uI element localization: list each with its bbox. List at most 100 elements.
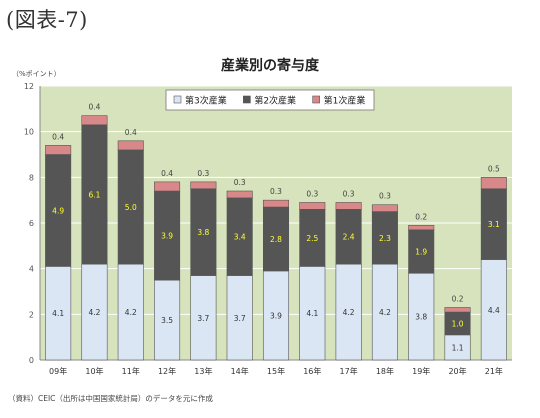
data-label-primary: 0.4 bbox=[125, 128, 137, 137]
bar-primary bbox=[371, 204, 398, 212]
bar-primary bbox=[154, 181, 181, 192]
bar-primary bbox=[226, 190, 253, 199]
bar-primary bbox=[335, 202, 362, 210]
y-tick-label: 6 bbox=[29, 219, 34, 228]
bar-secondary bbox=[480, 188, 507, 260]
bar-primary bbox=[81, 115, 108, 126]
bar-secondary bbox=[45, 154, 72, 267]
data-label-primary: 0.4 bbox=[52, 132, 64, 141]
data-label-secondary: 1.0 bbox=[452, 319, 464, 328]
legend-swatch-secondary bbox=[243, 95, 251, 104]
bar-primary bbox=[299, 202, 326, 210]
y-axis-unit-label: （%ポイント） bbox=[12, 70, 61, 78]
bar-primary bbox=[45, 145, 72, 155]
data-label-secondary: 2.3 bbox=[379, 234, 391, 243]
x-tick-label: 09年 bbox=[49, 366, 67, 376]
y-tick-label: 4 bbox=[29, 265, 34, 274]
legend-label-secondary: 第2次産業 bbox=[254, 95, 296, 107]
data-label-primary: 0.3 bbox=[343, 189, 355, 198]
x-tick-label: 20年 bbox=[448, 366, 466, 376]
data-label-secondary: 3.9 bbox=[161, 232, 173, 241]
legend-label-primary: 第1次産業 bbox=[324, 95, 366, 107]
data-label-primary: 0.3 bbox=[306, 189, 318, 198]
bar-primary bbox=[444, 307, 471, 313]
data-label-tertiary: 4.2 bbox=[343, 308, 355, 317]
data-label-secondary: 4.9 bbox=[52, 206, 64, 215]
y-tick-label: 10 bbox=[24, 128, 34, 137]
data-label-secondary: 2.5 bbox=[306, 234, 318, 243]
data-label-tertiary: 4.1 bbox=[52, 309, 64, 318]
legend-label-tertiary: 第3次産業 bbox=[185, 95, 227, 107]
bar-secondary bbox=[408, 229, 435, 274]
bar-secondary bbox=[335, 209, 362, 265]
legend-box bbox=[165, 89, 375, 111]
legend-swatch-primary bbox=[312, 95, 320, 104]
bar-primary bbox=[117, 140, 144, 151]
bar-tertiary bbox=[262, 270, 290, 361]
bar-tertiary bbox=[190, 275, 217, 361]
data-label-secondary: 3.1 bbox=[488, 220, 500, 229]
bar-primary bbox=[262, 199, 290, 208]
x-tick-label: 16年 bbox=[303, 366, 321, 376]
data-label-primary: 0.4 bbox=[88, 103, 100, 112]
x-tick-label: 21年 bbox=[485, 366, 503, 376]
data-label-secondary: 3.4 bbox=[234, 233, 246, 242]
data-label-secondary: 3.8 bbox=[197, 228, 209, 237]
data-label-tertiary: 4.2 bbox=[125, 308, 137, 317]
bar-tertiary bbox=[45, 266, 72, 361]
data-label-primary: 0.3 bbox=[197, 169, 209, 178]
data-label-primary: 0.2 bbox=[415, 212, 427, 221]
x-tick-label: 15年 bbox=[267, 366, 285, 376]
x-tick-label: 10年 bbox=[85, 366, 103, 376]
bar-tertiary bbox=[444, 334, 471, 361]
data-label-secondary: 6.1 bbox=[88, 190, 100, 199]
bar-secondary bbox=[262, 206, 290, 272]
bar-secondary bbox=[154, 190, 181, 281]
data-label-tertiary: 3.9 bbox=[270, 311, 282, 320]
x-tick-label: 17年 bbox=[340, 366, 358, 376]
data-label-tertiary: 3.8 bbox=[415, 313, 427, 322]
bar-secondary bbox=[190, 188, 217, 276]
data-label-tertiary: 4.2 bbox=[379, 308, 391, 317]
bar-secondary bbox=[226, 197, 253, 276]
bar-tertiary bbox=[117, 263, 144, 361]
data-label-secondary: 1.9 bbox=[415, 248, 427, 257]
figure-label: (図表-7) bbox=[6, 8, 88, 32]
y-tick-label: 0 bbox=[29, 356, 34, 365]
bar-secondary bbox=[117, 149, 144, 265]
bar-tertiary bbox=[371, 263, 398, 361]
source-note: （資料）CEIC（出所は中国国家統計局）のデータを元に作成 bbox=[8, 394, 213, 403]
data-label-secondary: 5.0 bbox=[125, 203, 137, 212]
bar-secondary bbox=[81, 124, 108, 265]
data-label-tertiary: 3.7 bbox=[197, 314, 209, 323]
data-label-primary: 0.2 bbox=[452, 294, 464, 303]
data-label-secondary: 2.8 bbox=[270, 235, 282, 244]
data-label-tertiary: 3.7 bbox=[234, 314, 246, 323]
x-tick-label: 11年 bbox=[122, 366, 140, 376]
x-tick-label: 14年 bbox=[231, 366, 249, 376]
data-label-tertiary: 4.1 bbox=[306, 309, 318, 318]
bar-primary bbox=[408, 224, 435, 231]
x-tick-label: 19年 bbox=[412, 366, 430, 376]
bar-tertiary bbox=[299, 266, 326, 361]
x-tick-label: 18年 bbox=[376, 366, 394, 376]
data-label-primary: 0.5 bbox=[488, 164, 500, 173]
data-label-secondary: 2.4 bbox=[343, 233, 355, 242]
data-label-tertiary: 1.1 bbox=[452, 343, 464, 352]
data-label-tertiary: 3.5 bbox=[161, 316, 173, 325]
chart-title: 産業別の寄与度 bbox=[221, 58, 319, 74]
data-label-tertiary: 4.2 bbox=[88, 308, 100, 317]
data-label-primary: 0.3 bbox=[379, 192, 391, 201]
bar-tertiary bbox=[408, 272, 435, 361]
bar-primary bbox=[480, 177, 507, 190]
bar-secondary bbox=[299, 209, 326, 267]
y-tick-label: 8 bbox=[29, 173, 34, 182]
data-label-primary: 0.3 bbox=[234, 178, 246, 187]
y-tick-label: 12 bbox=[24, 82, 34, 91]
data-label-primary: 0.3 bbox=[270, 187, 282, 196]
data-label-tertiary: 4.4 bbox=[488, 306, 500, 315]
x-tick-label: 13年 bbox=[194, 366, 212, 376]
legend-swatch-tertiary bbox=[173, 95, 182, 104]
bar-primary bbox=[190, 181, 217, 190]
